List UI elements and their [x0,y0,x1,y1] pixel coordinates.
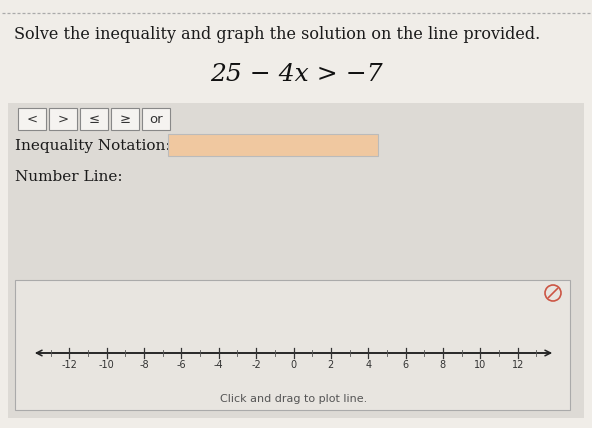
Text: or: or [149,113,163,125]
Text: Solve the inequality and graph the solution on the line provided.: Solve the inequality and graph the solut… [14,26,540,43]
Text: <: < [27,113,37,125]
FancyBboxPatch shape [18,108,46,130]
Text: 12: 12 [511,360,524,370]
Text: -2: -2 [251,360,261,370]
Text: 4: 4 [365,360,371,370]
Text: -4: -4 [214,360,224,370]
FancyBboxPatch shape [15,280,570,410]
Text: -6: -6 [176,360,186,370]
Text: -12: -12 [62,360,78,370]
FancyBboxPatch shape [49,108,77,130]
Text: Number Line:: Number Line: [15,170,123,184]
Text: ≤: ≤ [88,113,99,125]
FancyBboxPatch shape [111,108,139,130]
FancyBboxPatch shape [80,108,108,130]
Text: -8: -8 [139,360,149,370]
Text: ≥: ≥ [120,113,131,125]
Text: Inequality Notation:: Inequality Notation: [15,139,170,153]
Text: 6: 6 [403,360,408,370]
FancyBboxPatch shape [142,108,170,130]
FancyBboxPatch shape [168,134,378,156]
Text: 10: 10 [474,360,487,370]
Text: 0: 0 [291,360,297,370]
Text: 25 − 4x > −7: 25 − 4x > −7 [210,63,382,86]
Text: 2: 2 [328,360,334,370]
Text: -10: -10 [99,360,115,370]
Text: >: > [57,113,69,125]
FancyBboxPatch shape [8,103,584,418]
Text: 8: 8 [440,360,446,370]
Text: Click and drag to plot line.: Click and drag to plot line. [220,394,367,404]
